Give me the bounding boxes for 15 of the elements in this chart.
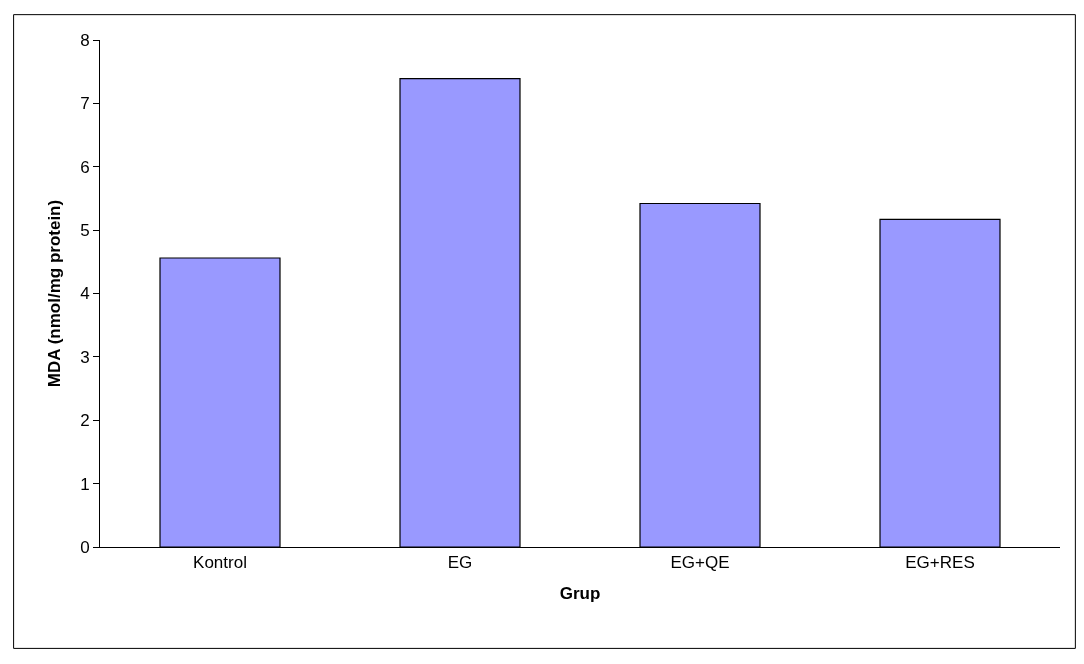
x-tick-label: EG (447, 553, 473, 573)
y-tick-label: 5 (80, 221, 90, 241)
y-tick-label: 2 (80, 411, 90, 431)
x-tick-label: EG+QE (670, 553, 730, 573)
y-tick-label: 7 (80, 94, 90, 114)
y-tick-label: 6 (80, 157, 90, 177)
y-tick-label: 8 (80, 30, 90, 50)
y-axis-title: MDA (nmol/mg protein) (44, 199, 64, 388)
x-tick-label: Kontrol (193, 553, 247, 573)
y-tick-label: 4 (80, 284, 90, 304)
x-tick-label: EG+RES (905, 553, 975, 573)
x-axis-title: Grup (559, 583, 601, 603)
y-tick-label: 0 (80, 537, 90, 557)
y-tick-label: 1 (80, 474, 90, 494)
y-tick-label: 3 (80, 347, 90, 367)
